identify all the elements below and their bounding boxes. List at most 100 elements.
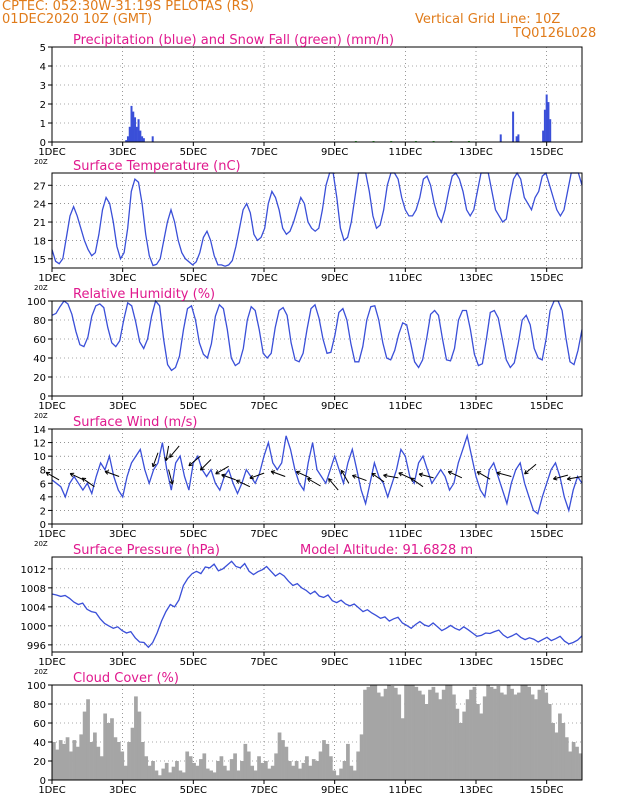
cloud-bar <box>311 759 316 780</box>
cloud-bar <box>55 749 60 780</box>
wind-arrow <box>328 478 339 491</box>
cloud-bar <box>448 685 453 780</box>
cloud-bar <box>127 742 131 780</box>
wind-arrow <box>169 445 180 458</box>
cloud-bar <box>387 685 391 780</box>
x-tick-label: 13DEC <box>459 529 493 540</box>
x-tick-label: 1DEC <box>38 273 65 284</box>
run-code-label: TQ0126L028 <box>513 26 597 41</box>
cloud-bar <box>530 694 535 780</box>
precip-bar <box>142 138 145 142</box>
cloud-bar <box>452 694 456 780</box>
cloud-bar <box>270 765 275 780</box>
wind-arrow <box>151 452 159 468</box>
cloud-bar <box>434 692 439 780</box>
cloud-bar <box>411 685 415 780</box>
cloud-bar <box>373 685 378 780</box>
cloud-bar <box>308 765 313 780</box>
cloud-bar <box>96 746 101 780</box>
cloud-bar <box>527 686 532 780</box>
cloud-bar <box>503 694 508 780</box>
cloud-bar <box>287 761 292 780</box>
cloud-bar <box>414 686 419 780</box>
wind-arrow <box>398 472 413 480</box>
cloud-bar <box>250 765 255 780</box>
wind-arrow <box>307 478 321 487</box>
wind-arrow <box>199 459 212 471</box>
precip-bar <box>128 126 131 142</box>
init-time-label: 01DEC2020 10Z (GMT) <box>2 12 153 27</box>
y-tick-label: 6 <box>40 479 46 490</box>
cloud-bar <box>79 734 84 780</box>
y-tick-label: 14 <box>33 425 46 436</box>
x-tick-label: 7DEC <box>250 147 277 158</box>
x-tick-label: 11DEC <box>388 785 422 796</box>
precip-title: Precipitation (blue) and Snow Fall (gree… <box>73 33 394 48</box>
cloud-bar <box>89 742 94 780</box>
cloud-bar <box>134 696 138 780</box>
cloud-bar <box>462 711 467 780</box>
y-tick-label: 100 <box>27 681 46 692</box>
precip-bar <box>547 102 550 142</box>
cloud-bar <box>257 756 261 780</box>
cloud-bar <box>281 740 285 780</box>
cloud-bar <box>393 687 398 780</box>
y-tick-label: 24 <box>33 200 46 211</box>
rh-series-line <box>51 299 583 372</box>
x-tick-stub: 20Z <box>34 412 48 420</box>
cloud-bar <box>246 751 251 780</box>
wind-arrow <box>418 472 434 479</box>
cloud-bar <box>458 723 463 780</box>
x-tick-label: 9DEC <box>321 273 348 284</box>
precip-bar <box>543 109 546 142</box>
x-tick-label: 11DEC <box>388 147 422 158</box>
precip-bar <box>499 134 502 142</box>
x-tick-label: 1DEC <box>38 529 65 540</box>
cloud-bar <box>154 770 159 780</box>
cloud-bar <box>158 775 162 780</box>
x-tick-label: 15DEC <box>530 529 564 540</box>
cloud-bar <box>496 685 501 780</box>
temp-series-line <box>51 171 583 267</box>
cloud-bar <box>476 704 480 780</box>
cloud-bar <box>397 694 402 780</box>
wind-arrow <box>188 455 201 467</box>
precip-bar <box>130 105 133 142</box>
y-tick-label: 4 <box>40 62 46 73</box>
cloud-bar <box>489 686 494 780</box>
precip-bar <box>549 119 552 142</box>
precip-bar <box>517 134 520 142</box>
y-tick-label: 100 <box>27 297 46 308</box>
cloud-bar <box>520 685 525 780</box>
cloud-bar <box>298 768 302 780</box>
precip-bar <box>135 126 138 142</box>
wind-arrow <box>383 473 399 479</box>
panel-frame <box>51 46 583 143</box>
cloud-bar <box>264 761 268 780</box>
cloud-bar <box>305 756 309 780</box>
wind-arrow <box>249 472 265 480</box>
x-tick-label: 15DEC <box>530 147 564 158</box>
cloud-bar <box>82 711 87 780</box>
cloud-bar <box>349 765 354 780</box>
cloud-bar <box>339 768 343 780</box>
cloud-bar <box>424 704 429 780</box>
panel-frame <box>51 300 583 397</box>
wind-arrow <box>295 470 311 479</box>
grid-note-label: Vertical Grid Line: 10Z <box>415 12 561 27</box>
x-tick-label: 3DEC <box>109 529 136 540</box>
cloud-bar <box>233 753 237 780</box>
x-tick-label: 7DEC <box>250 401 277 412</box>
cloud-bar <box>380 696 384 780</box>
y-tick-label: 40 <box>33 354 46 365</box>
cloud-bar <box>226 770 231 780</box>
pres-title: Surface Pressure (hPa) <box>73 543 220 558</box>
y-tick-label: 2 <box>40 100 46 111</box>
precip-bar <box>134 117 137 142</box>
x-tick-stub: 20Z <box>34 540 48 548</box>
cloud-bar <box>441 689 446 780</box>
cloud-bar <box>445 685 449 780</box>
y-tick-label: 18 <box>33 236 46 247</box>
cloud-bar <box>222 765 227 780</box>
